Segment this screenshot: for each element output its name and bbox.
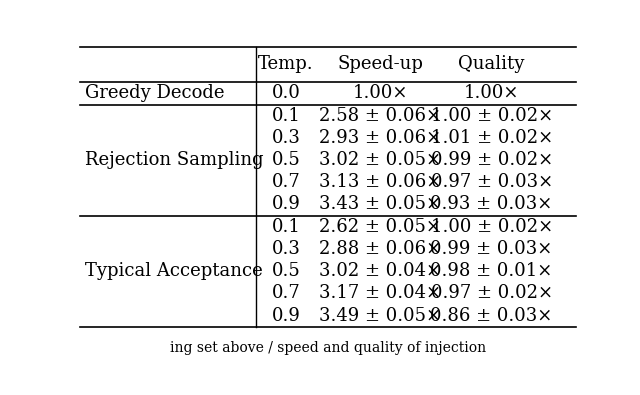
Text: 0.98 ± 0.01×: 0.98 ± 0.01×: [431, 262, 553, 280]
Text: 3.13 ± 0.06×: 3.13 ± 0.06×: [319, 173, 441, 191]
Text: 1.00 ± 0.02×: 1.00 ± 0.02×: [431, 107, 553, 125]
Text: Typical Acceptance: Typical Acceptance: [85, 262, 262, 280]
Text: 0.3: 0.3: [271, 240, 300, 258]
Text: 1.00 ± 0.02×: 1.00 ± 0.02×: [431, 218, 553, 236]
Text: Speed-up: Speed-up: [337, 55, 423, 73]
Text: 3.02 ± 0.05×: 3.02 ± 0.05×: [319, 151, 441, 169]
Text: 0.9: 0.9: [271, 196, 300, 213]
Text: 1.01 ± 0.02×: 1.01 ± 0.02×: [431, 129, 553, 147]
Text: 3.43 ± 0.05×: 3.43 ± 0.05×: [319, 196, 441, 213]
Text: 0.1: 0.1: [271, 218, 300, 236]
Text: 0.99 ± 0.02×: 0.99 ± 0.02×: [431, 151, 553, 169]
Text: 0.1: 0.1: [271, 107, 300, 125]
Text: 0.7: 0.7: [271, 284, 300, 302]
Text: 0.5: 0.5: [271, 262, 300, 280]
Text: 1.00×: 1.00×: [464, 85, 520, 102]
Text: 0.3: 0.3: [271, 129, 300, 147]
Text: 0.9: 0.9: [271, 307, 300, 325]
Text: 0.93 ± 0.03×: 0.93 ± 0.03×: [431, 196, 553, 213]
Text: ing set above / speed and quality of injection: ing set above / speed and quality of inj…: [170, 341, 486, 355]
Text: 0.99 ± 0.03×: 0.99 ± 0.03×: [431, 240, 553, 258]
Text: 0.86 ± 0.03×: 0.86 ± 0.03×: [431, 307, 553, 325]
Text: 3.02 ± 0.04×: 3.02 ± 0.04×: [319, 262, 441, 280]
Text: Temp.: Temp.: [258, 55, 314, 73]
Text: Quality: Quality: [458, 55, 525, 73]
Text: 0.97 ± 0.03×: 0.97 ± 0.03×: [431, 173, 553, 191]
Text: Greedy Decode: Greedy Decode: [85, 85, 225, 102]
Text: Rejection Sampling: Rejection Sampling: [85, 151, 264, 169]
Text: 3.17 ± 0.04×: 3.17 ± 0.04×: [319, 284, 441, 302]
Text: 2.62 ± 0.05×: 2.62 ± 0.05×: [319, 218, 441, 236]
Text: 3.49 ± 0.05×: 3.49 ± 0.05×: [319, 307, 441, 325]
Text: 0.5: 0.5: [271, 151, 300, 169]
Text: 2.88 ± 0.06×: 2.88 ± 0.06×: [319, 240, 441, 258]
Text: 2.58 ± 0.06×: 2.58 ± 0.06×: [319, 107, 441, 125]
Text: 1.00×: 1.00×: [353, 85, 408, 102]
Text: 0.7: 0.7: [271, 173, 300, 191]
Text: 0.97 ± 0.02×: 0.97 ± 0.02×: [431, 284, 553, 302]
Text: 0.0: 0.0: [271, 85, 300, 102]
Text: 2.93 ± 0.06×: 2.93 ± 0.06×: [319, 129, 441, 147]
